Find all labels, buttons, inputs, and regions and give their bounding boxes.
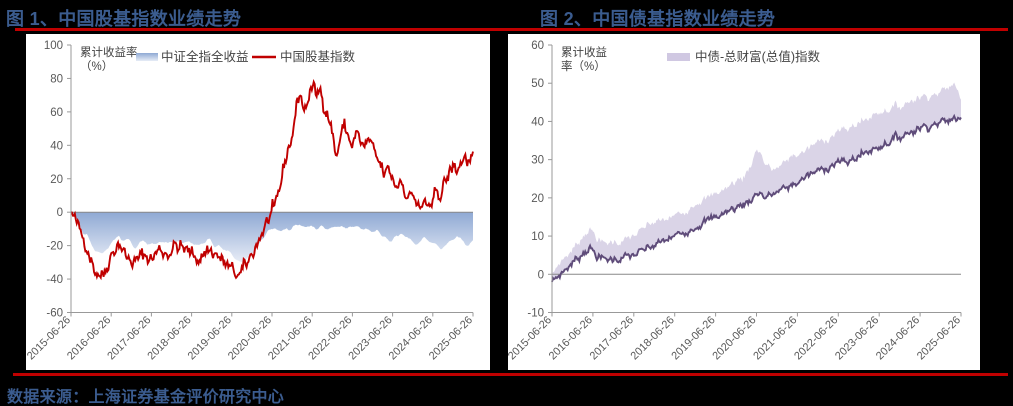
svg-text:50: 50 <box>531 78 544 90</box>
svg-text:率（%）: 率（%） <box>561 59 606 73</box>
svg-text:中证全指全收益: 中证全指全收益 <box>161 49 249 64</box>
svg-text:80: 80 <box>50 73 63 85</box>
svg-text:40: 40 <box>531 116 544 128</box>
svg-text:30: 30 <box>531 155 544 167</box>
svg-text:20: 20 <box>50 174 63 186</box>
svg-text:10: 10 <box>531 231 544 243</box>
svg-text:100: 100 <box>44 40 63 52</box>
svg-text:（%）: （%） <box>80 60 113 73</box>
svg-text:0: 0 <box>538 269 544 281</box>
svg-text:60: 60 <box>50 107 63 119</box>
svg-text:中债-总财富(总值)指数: 中债-总财富(总值)指数 <box>695 49 820 64</box>
svg-text:20: 20 <box>531 193 544 205</box>
svg-text:-20: -20 <box>46 241 63 253</box>
svg-text:60: 60 <box>531 40 544 52</box>
svg-text:2025-06-26: 2025-06-26 <box>427 314 475 362</box>
svg-text:0: 0 <box>57 207 63 219</box>
svg-text:40: 40 <box>50 140 63 152</box>
svg-text:累计收益: 累计收益 <box>561 45 607 59</box>
svg-text:2025-06-26: 2025-06-26 <box>915 314 963 362</box>
svg-text:-40: -40 <box>46 274 63 286</box>
svg-text:累计收益率: 累计收益率 <box>80 45 138 59</box>
svg-text:中国股基指数: 中国股基指数 <box>280 49 356 64</box>
